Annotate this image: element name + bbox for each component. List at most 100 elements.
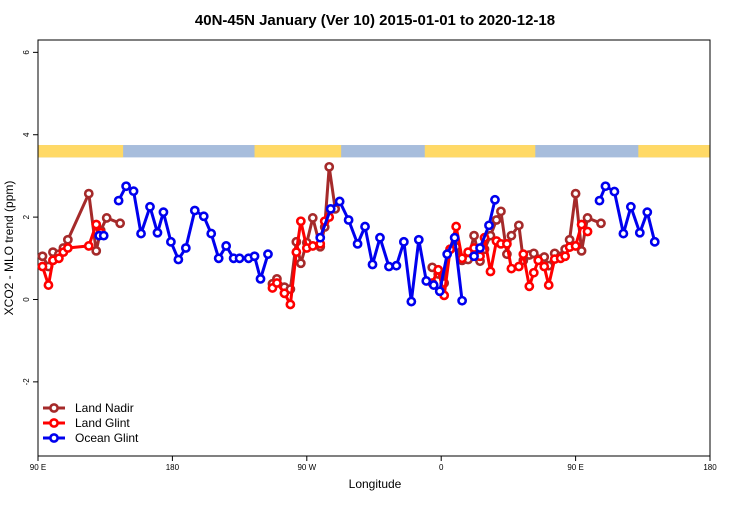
ocean-glint-point-0-1 <box>98 230 109 241</box>
land-nadir-point-0-10 <box>115 218 126 229</box>
x-tick-label-0: 90 E <box>30 463 46 472</box>
land-nadir-point-0-9 <box>101 213 112 223</box>
land-nadir-point-2-29 <box>596 218 606 229</box>
ocean-glint-point-4-5 <box>634 227 645 238</box>
land-glint-point-0-6 <box>83 241 94 251</box>
land-glint-point-2-19 <box>533 255 544 266</box>
ocean-glint-point-1-1 <box>121 181 132 192</box>
land-glint-point-0-3 <box>54 253 64 264</box>
ocean-glint-point-1-10 <box>189 205 200 216</box>
legend-item-land-glint: Land Glint <box>43 416 130 430</box>
land-nadir-point-0-5 <box>62 234 73 245</box>
land-band-0 <box>38 145 124 158</box>
ocean-glint-point-2-16 <box>442 249 453 260</box>
legend-marker-land-glint <box>49 418 59 428</box>
legend-marker-ocean-glint <box>49 433 59 443</box>
ocean-glint-point-1-14 <box>221 241 232 251</box>
land-glint-point-2-27 <box>576 219 587 230</box>
y-tick-label-0: -2 <box>22 378 31 386</box>
legend-label-ocean-glint: Ocean Glint <box>75 431 139 445</box>
ocean-glint-point-2-10 <box>398 236 409 247</box>
land-glint-point-2-15 <box>513 261 524 272</box>
legend-item-land-nadir: Land Nadir <box>43 401 134 415</box>
land-glint-point-2-4 <box>451 221 462 232</box>
ocean-glint-point-1-4 <box>145 201 155 212</box>
land-nadir-point-1-10 <box>324 161 335 172</box>
series-layer <box>37 161 660 310</box>
ocean-glint-point-3-0 <box>469 251 479 262</box>
land-glint-point-1-5 <box>295 216 306 227</box>
legend-item-ocean-glint: Ocean Glint <box>43 431 139 445</box>
land-glint-point-0-5 <box>62 243 73 253</box>
legend-marker-land-nadir <box>49 403 59 413</box>
x-axis-title: Longitude <box>349 477 402 491</box>
land-nadir-point-0-6 <box>83 188 94 199</box>
ocean-glint-line-3 <box>472 199 497 258</box>
land-band-2 <box>424 145 536 158</box>
ocean-glint-point-2-14 <box>428 280 439 290</box>
x-tick-label-1: 180 <box>166 463 180 472</box>
ocean-glint-point-2-6 <box>367 259 378 270</box>
land-nadir-point-2-27 <box>576 245 587 256</box>
land-glint-point-2-26 <box>570 241 581 251</box>
plot-frame <box>37 39 711 457</box>
ocean-glint-point-1-6 <box>158 207 169 218</box>
ocean-glint-point-4-4 <box>625 201 636 212</box>
ocean-glint-point-1-7 <box>166 236 176 247</box>
x-tick-label-5: 180 <box>703 463 717 472</box>
ocean-glint-point-1-13 <box>213 253 224 264</box>
land-glint-point-2-14 <box>506 263 517 274</box>
land-glint-point-0-7 <box>91 219 102 230</box>
x-tick-label-2: 90 W <box>297 463 316 472</box>
legend-label-land-glint: Land Glint <box>75 416 130 430</box>
land-nadir-point-2-12 <box>496 206 506 217</box>
ocean-glint-point-2-0 <box>315 232 326 243</box>
legend-label-land-nadir: Land Nadir <box>75 401 134 415</box>
land-glint-point-2-17 <box>524 281 535 292</box>
ocean-glint-point-1-0 <box>113 195 124 206</box>
y-axis-title: XCO2 - MLO trend (ppm) <box>2 181 16 316</box>
land-nadir-point-2-28 <box>582 213 593 223</box>
ocean-glint-point-1-12 <box>206 228 217 239</box>
land-glint-point-2-1 <box>433 264 444 275</box>
x-tick-label-4: 90 E <box>567 463 583 472</box>
ocean-glint-point-2-1 <box>325 203 336 214</box>
ocean-band <box>38 145 710 158</box>
ocean-glint-point-2-12 <box>413 234 424 245</box>
ocean-glint-point-2-13 <box>421 276 432 286</box>
x-tick-label-3: 0 <box>439 463 444 472</box>
land-nadir-point-2-7 <box>469 230 479 241</box>
ocean-glint-point-1-20 <box>263 249 273 260</box>
ocean-glint-point-4-7 <box>649 236 660 247</box>
chart-title: 40N-45N January (Ver 10) 2015-01-01 to 2… <box>195 12 555 29</box>
ocean-glint-point-1-5 <box>152 227 163 238</box>
land-nadir-point-0-0 <box>37 251 48 262</box>
ocean-glint-point-2-2 <box>334 196 345 207</box>
ocean-glint-point-1-19 <box>255 273 266 284</box>
land-glint-point-2-10 <box>485 266 496 277</box>
ocean-glint-point-1-9 <box>180 243 191 253</box>
ocean-glint-point-2-17 <box>449 232 460 243</box>
land-glint-point-2-28 <box>582 226 593 237</box>
y-tick-label-4: 6 <box>22 50 31 55</box>
ocean-glint-point-1-2 <box>128 186 139 197</box>
land-band-3 <box>638 145 710 158</box>
y-tick-label-1: 0 <box>22 297 31 302</box>
land-glint-point-2-5 <box>457 253 468 264</box>
ocean-glint-point-1-3 <box>136 228 146 239</box>
ocean-glint-point-2-15 <box>434 286 445 297</box>
ocean-glint-point-1-18 <box>249 251 260 262</box>
land-band-1 <box>254 145 342 158</box>
land-nadir-point-2-26 <box>570 188 581 199</box>
ocean-glint-point-4-0 <box>594 195 605 206</box>
land-glint-point-2-16 <box>518 249 529 260</box>
y-tick-label-2: 2 <box>22 214 31 219</box>
land-glint-point-2-24 <box>560 251 571 262</box>
ocean-glint-point-1-8 <box>173 254 184 265</box>
land-glint-point-2-13 <box>502 238 512 249</box>
y-axis: -2 0 2 4 6 <box>22 50 38 386</box>
land-glint-point-0-1 <box>43 280 54 290</box>
ocean-glint-point-4-2 <box>609 186 620 197</box>
